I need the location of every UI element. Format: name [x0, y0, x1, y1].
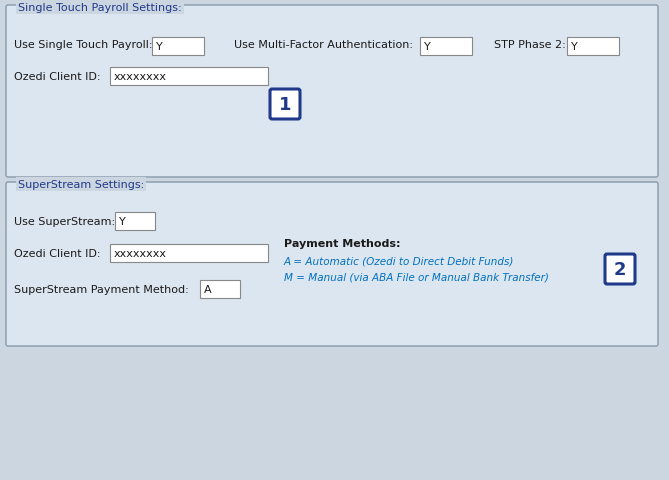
Bar [110, 68, 268, 86]
Text: Y: Y [156, 42, 163, 52]
Text: A = Automatic (Ozedi to Direct Debit Funds): A = Automatic (Ozedi to Direct Debit Fun… [284, 256, 514, 266]
Bar [567, 38, 619, 56]
Text: Y: Y [119, 216, 126, 227]
FancyBboxPatch shape [6, 182, 658, 346]
Text: SuperStream Settings:: SuperStream Settings: [18, 180, 145, 190]
Text: Y: Y [571, 42, 578, 52]
Text: Ozedi Client ID:: Ozedi Client ID: [14, 249, 100, 258]
Text: xxxxxxxx: xxxxxxxx [114, 72, 167, 82]
FancyBboxPatch shape [605, 254, 635, 285]
Bar [110, 244, 268, 263]
FancyBboxPatch shape [270, 90, 300, 120]
Text: STP Phase 2:: STP Phase 2: [494, 40, 566, 50]
Bar [152, 38, 204, 56]
Text: xxxxxxxx: xxxxxxxx [114, 249, 167, 258]
Text: 2: 2 [613, 261, 626, 278]
Text: Use Single Touch Payroll:: Use Single Touch Payroll: [14, 40, 153, 50]
Text: A: A [204, 285, 211, 294]
Text: Ozedi Client ID:: Ozedi Client ID: [14, 72, 100, 82]
Text: Use SuperStream:: Use SuperStream: [14, 216, 115, 227]
Text: Payment Methods:: Payment Methods: [284, 239, 401, 249]
Text: Use Multi-Factor Authentication:: Use Multi-Factor Authentication: [234, 40, 413, 50]
Bar [200, 280, 240, 299]
Text: SuperStream Payment Method:: SuperStream Payment Method: [14, 285, 189, 294]
Text: Single Touch Payroll Settings:: Single Touch Payroll Settings: [18, 3, 181, 13]
Text: 1: 1 [279, 96, 291, 114]
FancyBboxPatch shape [6, 6, 658, 178]
Bar [420, 38, 472, 56]
Text: M = Manual (via ABA File or Manual Bank Transfer): M = Manual (via ABA File or Manual Bank … [284, 273, 549, 282]
Text: Y: Y [424, 42, 431, 52]
Bar [115, 213, 155, 230]
